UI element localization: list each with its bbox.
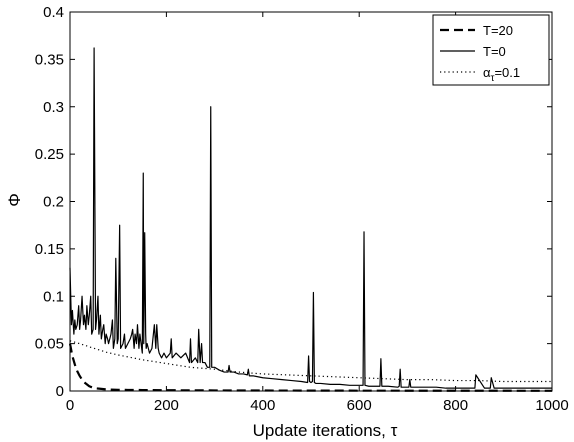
x-tick-label: 0 [66,397,74,414]
y-tick-label: 0.25 [35,146,64,163]
legend-label-main: T=0 [483,44,506,59]
y-tick-label: 0.05 [35,336,64,353]
legend-label-main: T=20 [483,23,513,38]
series-line-0 [68,343,553,392]
ticks-layer: 0 200 400 600 800 1000 0 0.05 0.1 0.15 0.2 0.25 0.3 0… [35,4,569,414]
series-layer [68,47,553,392]
legend-label-subscript: τ [491,73,495,84]
y-tick-label: 0.3 [43,99,64,116]
legend-label-main: α [483,65,491,80]
x-tick-label: 800 [443,397,468,414]
y-tick-label: 0.2 [43,194,64,211]
y-tick-label: 0.1 [43,288,64,305]
x-tick-label: 400 [250,397,275,414]
series-line-1 [69,47,552,389]
legend-label-rest: =0.1 [494,65,520,80]
y-tick-label: 0.4 [43,4,64,21]
y-axis-label: Φ [5,193,24,207]
x-tick-label: 600 [347,397,372,414]
legend-label-0: T=20 [483,23,513,38]
x-tick-label: 200 [154,397,179,414]
y-tick-label: 0.15 [35,241,64,258]
legend: T=20 T=0 ατ=0.1 [432,14,550,86]
x-axis-label: Update iterations, τ [253,421,398,440]
x-tick-label: 1000 [535,397,568,414]
y-tick-label: 0.35 [35,51,64,68]
y-tick-label: 0 [56,383,64,400]
legend-label-1: T=0 [483,44,506,59]
legend-box [432,14,550,86]
legend-label-2: ατ=0.1 [483,65,520,84]
